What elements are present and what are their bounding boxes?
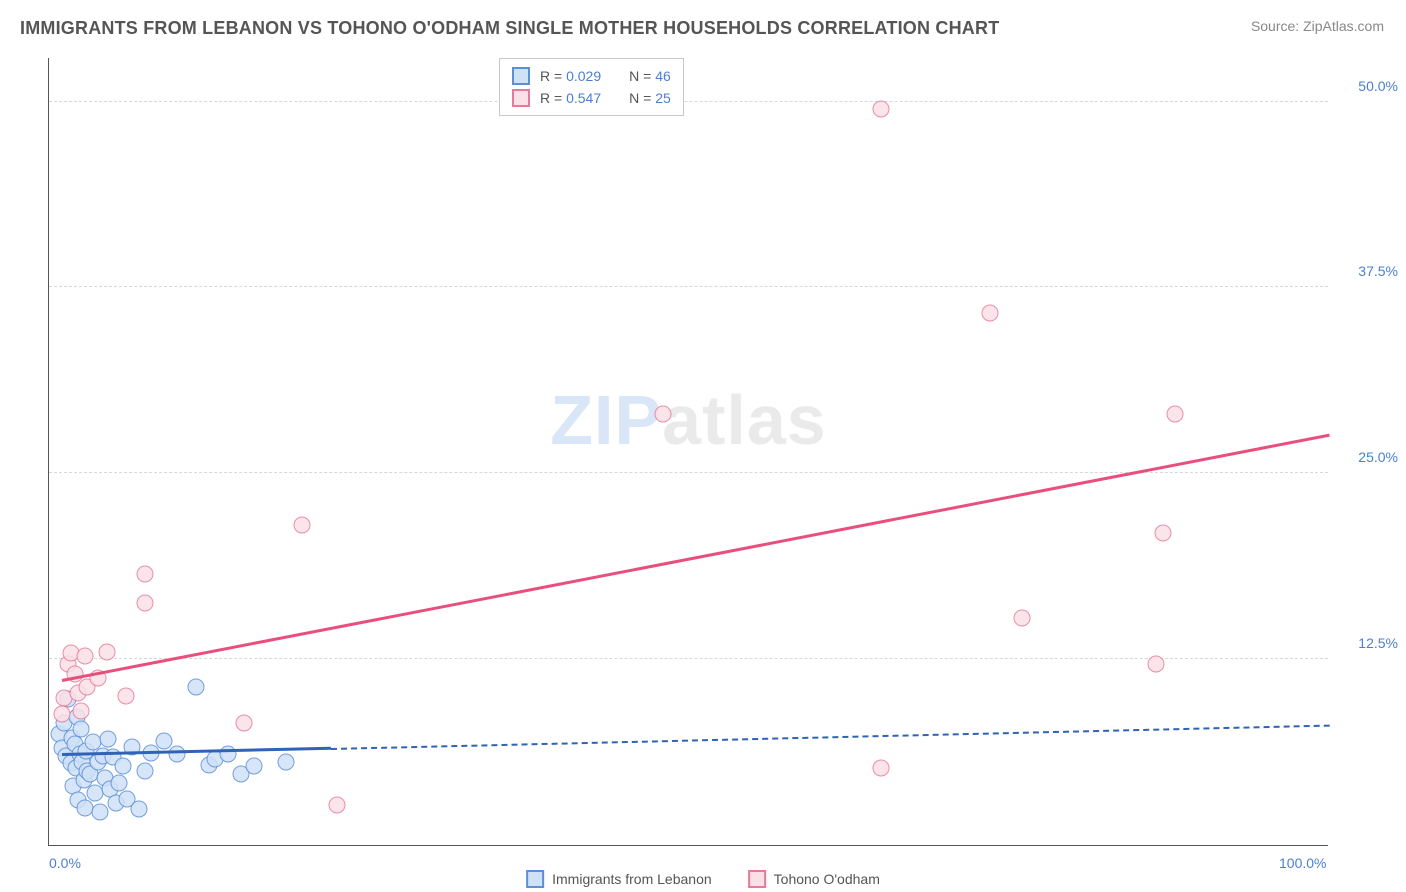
watermark-atlas: atlas <box>662 381 827 459</box>
scatter-point <box>92 804 109 821</box>
r-value: 0.029 <box>566 68 601 84</box>
scatter-point <box>76 799 93 816</box>
scatter-point <box>137 594 154 611</box>
scatter-point <box>245 758 262 775</box>
legend-swatch <box>512 67 530 85</box>
scatter-point <box>73 703 90 720</box>
scatter-point <box>156 732 173 749</box>
scatter-point <box>137 762 154 779</box>
scatter-point <box>1148 655 1165 672</box>
scatter-point <box>130 801 147 818</box>
x-tick-label: 100.0% <box>1279 855 1326 871</box>
stats-row: R = 0.547 N = 25 <box>512 87 671 109</box>
legend-swatch <box>512 89 530 107</box>
legend-bottom: Immigrants from Lebanon Tohono O'odham <box>526 870 880 888</box>
scatter-point <box>188 679 205 696</box>
n-value: 46 <box>655 68 671 84</box>
scatter-point <box>169 746 186 763</box>
scatter-point <box>117 688 134 705</box>
gridline <box>49 286 1328 287</box>
n-value: 25 <box>655 90 671 106</box>
n-label: N = 25 <box>629 87 671 109</box>
source-link[interactable]: ZipAtlas.com <box>1303 18 1384 34</box>
source-attribution: Source: ZipAtlas.com <box>1251 18 1384 34</box>
watermark: ZIPatlas <box>550 380 826 460</box>
scatter-point <box>329 796 346 813</box>
scatter-point <box>277 753 294 770</box>
y-tick-label: 50.0% <box>1338 78 1398 94</box>
chart-container: IMMIGRANTS FROM LEBANON VS TOHONO O'ODHA… <box>0 0 1406 892</box>
scatter-point <box>873 101 890 118</box>
stats-row: R = 0.029 N = 46 <box>512 65 671 87</box>
legend-label: Immigrants from Lebanon <box>552 871 712 887</box>
n-label: N = 46 <box>629 65 671 87</box>
legend-swatch <box>748 870 766 888</box>
source-label: Source: <box>1251 18 1303 34</box>
trendline <box>62 434 1330 682</box>
scatter-point <box>111 774 128 791</box>
scatter-point <box>873 759 890 776</box>
scatter-point <box>655 405 672 422</box>
scatter-point <box>235 715 252 732</box>
scatter-point <box>981 304 998 321</box>
scatter-point <box>1154 524 1171 541</box>
y-tick-label: 25.0% <box>1338 449 1398 465</box>
r-value: 0.547 <box>566 90 601 106</box>
watermark-zip: ZIP <box>550 381 662 459</box>
legend-label: Tohono O'odham <box>774 871 880 887</box>
gridline <box>49 658 1328 659</box>
r-label: R = 0.547 <box>540 87 601 109</box>
x-tick-label: 0.0% <box>49 855 81 871</box>
chart-title: IMMIGRANTS FROM LEBANON VS TOHONO O'ODHA… <box>20 18 999 39</box>
trendline <box>331 724 1329 749</box>
scatter-point <box>137 566 154 583</box>
legend-item: Tohono O'odham <box>748 870 880 888</box>
scatter-point <box>76 648 93 665</box>
scatter-point <box>98 643 115 660</box>
scatter-point <box>99 731 116 748</box>
y-tick-label: 12.5% <box>1338 635 1398 651</box>
scatter-point <box>53 706 70 723</box>
plot-area: ZIPatlas 12.5%25.0%37.5%50.0%0.0%100.0%R… <box>48 58 1328 846</box>
gridline <box>49 101 1328 102</box>
y-tick-label: 37.5% <box>1338 263 1398 279</box>
scatter-point <box>115 758 132 775</box>
scatter-point <box>1013 609 1030 626</box>
stats-legend: R = 0.029 N = 46 R = 0.547 N = 25 <box>499 58 684 116</box>
legend-swatch <box>526 870 544 888</box>
scatter-point <box>1167 405 1184 422</box>
scatter-point <box>294 517 311 534</box>
r-label: R = 0.029 <box>540 65 601 87</box>
legend-item: Immigrants from Lebanon <box>526 870 712 888</box>
